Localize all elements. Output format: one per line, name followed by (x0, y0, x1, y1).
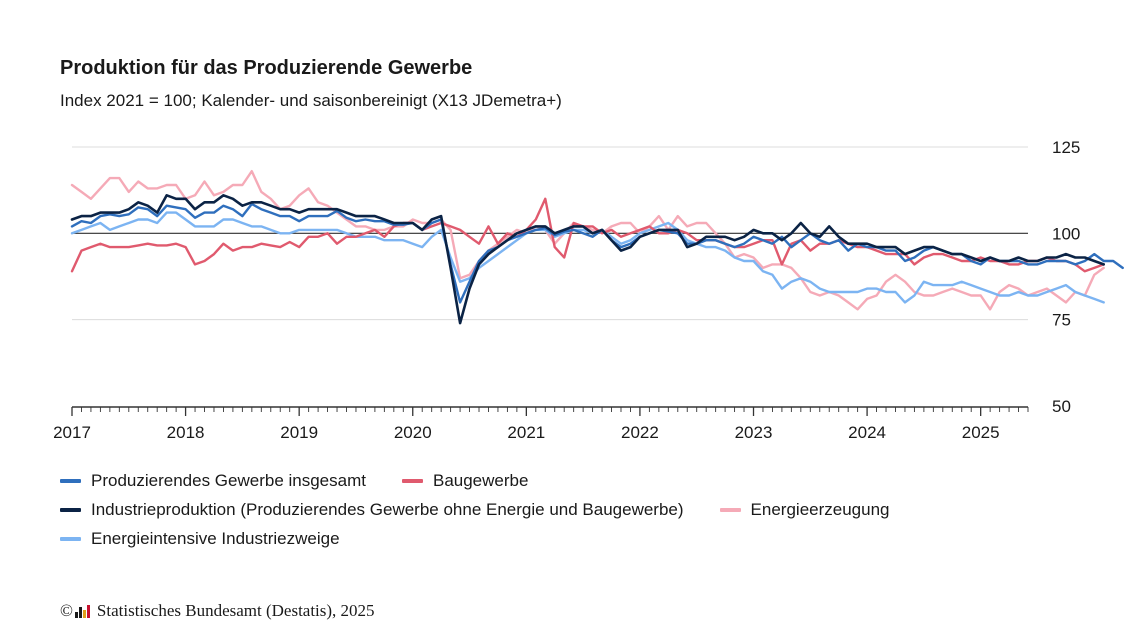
legend: Produzierendes Gewerbe insgesamt Baugewe… (60, 466, 926, 553)
series-layer (70, 169, 1124, 325)
x-tick-label: 2020 (394, 423, 432, 442)
source-text: Statistisches Bundesamt (Destatis), 2025 (96, 601, 375, 620)
legend-swatch-industrieproduktion (60, 507, 81, 512)
x-tick-label: 2021 (507, 423, 545, 442)
legend-row-3: Energieintensive Industriezweige (60, 524, 926, 553)
chart-title: Produktion für das Produzierende Gewerbe (60, 57, 473, 79)
y-tick-label: 100 (1052, 224, 1080, 243)
x-tick-label: 2023 (735, 423, 773, 442)
y-tick-label: 50 (1052, 397, 1071, 416)
chart-subtitle: Index 2021 = 100; Kalender- und saisonbe… (60, 91, 562, 110)
x-tick-label: 2022 (621, 423, 659, 442)
x-tick-label: 2024 (848, 423, 886, 442)
x-axis: 2017 2018 2019 2020 2021 2022 2023 2024 2025 (53, 406, 1029, 442)
legend-label: Industrieproduktion (Produzierendes Gewe… (91, 499, 684, 519)
legend-swatch-energieerzeugung (719, 507, 741, 512)
destatis-logo-icon (74, 604, 91, 618)
legend-swatch-energieintensive (60, 536, 81, 541)
series-line-2 (70, 194, 1105, 325)
legend-swatch-baugewerbe (401, 478, 423, 483)
legend-label: Produzierendes Gewerbe insgesamt (91, 470, 366, 490)
x-tick-label: 2019 (280, 423, 318, 442)
x-tick-label: 2018 (167, 423, 205, 442)
source-note: © Statistisches Bundesamt (Destatis), 20… (60, 601, 375, 621)
legend-item-energieintensive[interactable]: Energieintensive Industriezweige (60, 529, 340, 549)
series-line-4 (70, 211, 1105, 304)
legend-item-produzierendes-gewerbe[interactable]: Produzierendes Gewerbe insgesamt (60, 471, 366, 491)
legend-label: Energieerzeugung (750, 499, 890, 519)
x-tick-label: 2017 (53, 423, 91, 442)
legend-label: Baugewerbe (432, 470, 529, 490)
series-line-3 (70, 169, 1105, 311)
legend-item-industrieproduktion[interactable]: Industrieproduktion (Produzierendes Gewe… (60, 500, 684, 520)
legend-row-1: Produzierendes Gewerbe insgesamt Baugewe… (60, 466, 926, 495)
legend-item-energieerzeugung[interactable]: Energieerzeugung (719, 499, 890, 520)
legend-swatch-produzierendes-gewerbe (60, 478, 81, 483)
legend-row-2: Industrieproduktion (Produzierendes Gewe… (60, 495, 926, 524)
y-tick-label: 75 (1052, 311, 1071, 330)
y-axis-labels: 50 75 100 125 (1052, 138, 1080, 416)
legend-item-baugewerbe[interactable]: Baugewerbe (401, 470, 529, 491)
legend-label: Energieintensive Industriezweige (91, 528, 340, 548)
copyright-symbol: © (60, 601, 73, 620)
line-chart: 2017 2018 2019 2020 2021 2022 2023 2024 2025 50 7… (53, 138, 1124, 442)
y-tick-label: 125 (1052, 138, 1080, 157)
x-tick-label: 2025 (962, 423, 1000, 442)
series-line-1 (70, 197, 1105, 273)
